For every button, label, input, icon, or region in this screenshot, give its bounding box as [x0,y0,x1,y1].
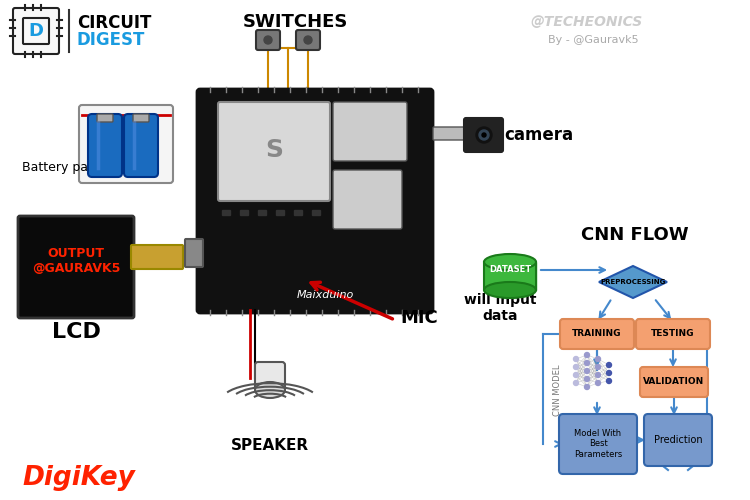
Text: DigiKey: DigiKey [22,465,135,491]
FancyBboxPatch shape [433,127,467,140]
Circle shape [584,360,590,366]
Text: SWITCHES: SWITCHES [242,13,348,31]
Text: Battery pack: Battery pack [22,162,102,174]
FancyBboxPatch shape [640,367,708,397]
Circle shape [304,36,312,44]
FancyBboxPatch shape [560,319,634,349]
FancyBboxPatch shape [333,170,402,229]
FancyBboxPatch shape [88,114,122,177]
Ellipse shape [484,282,536,298]
Circle shape [584,384,590,390]
Bar [258,210,266,215]
Text: DATASET: DATASET [489,266,531,274]
FancyBboxPatch shape [559,414,637,474]
FancyBboxPatch shape [218,102,330,201]
Text: MIC: MIC [400,309,438,327]
Circle shape [476,127,492,143]
FancyBboxPatch shape [79,105,173,183]
FancyBboxPatch shape [13,8,59,54]
FancyBboxPatch shape [18,216,134,318]
Text: Maixduino: Maixduino [296,290,354,300]
Text: CNN MODEL: CNN MODEL [554,364,562,416]
Text: S: S [265,138,283,162]
Ellipse shape [484,254,536,270]
Bar [484,262,536,290]
Text: DIGEST: DIGEST [77,31,146,49]
Text: CNN FLOW: CNN FLOW [581,226,688,244]
Circle shape [574,356,578,362]
Circle shape [264,36,272,44]
FancyBboxPatch shape [644,414,712,466]
FancyBboxPatch shape [131,245,183,269]
Text: TESTING: TESTING [651,330,694,338]
Circle shape [479,130,489,140]
Circle shape [596,364,601,370]
Circle shape [574,364,578,370]
FancyBboxPatch shape [296,30,320,50]
Bar [312,210,320,215]
Circle shape [584,368,590,374]
FancyBboxPatch shape [464,118,503,152]
Text: will input
data: will input data [464,293,536,323]
Circle shape [574,372,578,378]
Circle shape [584,352,590,358]
Text: OUTPUT
@GAURAVK5: OUTPUT @GAURAVK5 [32,247,120,275]
Circle shape [607,378,611,384]
FancyBboxPatch shape [23,18,49,44]
FancyBboxPatch shape [333,102,407,161]
Text: VALIDATION: VALIDATION [644,378,705,386]
Text: Model With
Best
Parameters: Model With Best Parameters [574,429,622,459]
FancyBboxPatch shape [124,114,158,177]
Text: D: D [28,22,44,40]
Circle shape [596,356,601,362]
Text: Prediction: Prediction [654,435,702,445]
Text: CIRCUIT: CIRCUIT [77,14,152,32]
FancyBboxPatch shape [255,362,285,390]
Circle shape [574,380,578,386]
Text: SPEAKER: SPEAKER [231,438,309,452]
Text: PREPROCESSING: PREPROCESSING [600,279,666,285]
Text: camera: camera [504,126,573,144]
Circle shape [596,380,601,386]
Ellipse shape [255,382,285,398]
Circle shape [482,133,486,137]
FancyBboxPatch shape [197,89,433,313]
FancyBboxPatch shape [133,114,149,122]
Circle shape [607,370,611,376]
Bar [294,210,302,215]
FancyBboxPatch shape [636,319,710,349]
Bar [222,210,230,215]
Bar [276,210,284,215]
Bar [240,210,248,215]
Circle shape [596,372,601,378]
Text: LCD: LCD [52,322,100,342]
FancyBboxPatch shape [256,30,280,50]
Circle shape [607,362,611,368]
FancyBboxPatch shape [97,114,113,122]
FancyBboxPatch shape [185,239,203,267]
Text: By - @Gauravk5: By - @Gauravk5 [548,35,638,45]
Text: @TECHEONICS: @TECHEONICS [530,15,642,29]
Polygon shape [599,266,667,298]
Text: TRAINING: TRAINING [572,330,622,338]
Circle shape [584,376,590,382]
